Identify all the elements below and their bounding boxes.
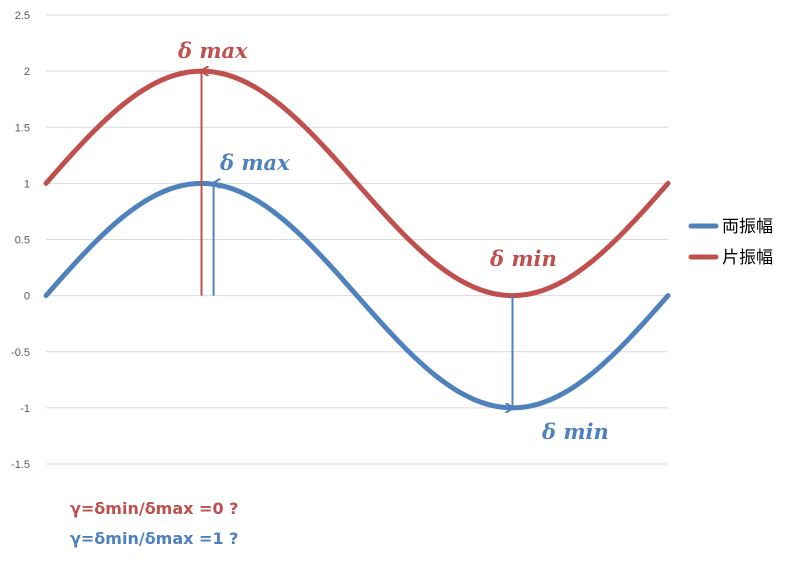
annotation-red-max: δ max xyxy=(177,38,248,63)
y-tick-label: 1.5 xyxy=(15,122,30,134)
annotation-red-min: δ min xyxy=(489,246,557,271)
series-lines xyxy=(43,68,671,411)
legend-label-kata: 片振幅 xyxy=(722,248,773,268)
y-tick-label: -1.5 xyxy=(11,459,30,471)
annotation-blue-min: δ min xyxy=(541,419,609,444)
y-tick-label: 2.5 xyxy=(15,10,30,22)
annotation-blue-max: δ max xyxy=(219,150,290,175)
annotation-arrows xyxy=(200,71,514,408)
series-line-0 xyxy=(43,180,671,411)
y-tick-label: 0 xyxy=(24,291,30,303)
y-axis-ticks: 2.5 2 1.5 1 0.5 0 -0.5 -1 -1.5 xyxy=(11,10,30,471)
formula-red: γ=δmin/δmax =0 ? xyxy=(70,499,238,518)
formula-blue: γ=δmin/δmax =1 ? xyxy=(70,529,238,548)
series-line-1 xyxy=(43,68,671,299)
y-tick-label: 0.5 xyxy=(15,235,30,247)
y-tick-label: -0.5 xyxy=(11,347,30,359)
gridlines xyxy=(46,14,668,465)
legend: 両振幅 片振幅 xyxy=(688,217,773,268)
y-tick-label: 1 xyxy=(24,178,30,190)
y-tick-label: -1 xyxy=(20,403,30,415)
y-tick-label: 2 xyxy=(24,66,30,78)
legend-label-ryo: 両振幅 xyxy=(722,217,773,237)
